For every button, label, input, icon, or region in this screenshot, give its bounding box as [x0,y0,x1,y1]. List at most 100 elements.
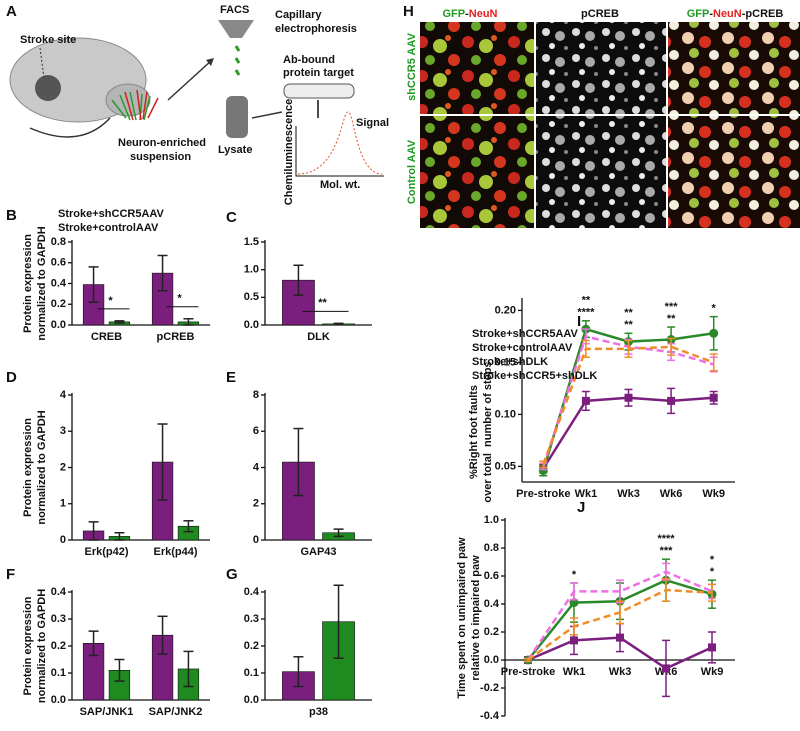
y-tick-label: 0.0 [244,694,259,706]
y-tick-label: 3 [60,425,66,437]
panel-letter: F [6,566,15,583]
panel-letter: I [577,313,581,330]
significance: * [710,566,715,578]
y-tick-label: -0.4 [480,710,500,722]
y-tick-label: 0.2 [51,298,66,310]
significance: ** [582,295,591,307]
y-tick-label: 0 [60,534,66,546]
y-axis-label: %Right foot faults [468,385,480,479]
y-tick-label: 0.1 [244,667,259,679]
marker [709,393,718,402]
legend-entry: Stroke+controlAAV [58,222,159,234]
header-part: - [709,8,713,20]
significance: * [572,569,577,581]
x-tick-label: DLK [307,331,330,343]
neurons [111,89,159,121]
label: Chemiluminescence [283,99,295,205]
significance: ** [667,313,676,325]
y-tick-label: 0.5 [244,291,259,303]
y-tick-label: 4 [60,389,67,401]
y-tick-label: 0.05 [495,460,516,472]
y-tick-label: 1.0 [484,514,499,526]
marker [624,393,633,402]
x-tick-label: SAP/JNK2 [149,706,203,718]
y-tick-label: 0.0 [51,694,66,706]
significance: * [712,303,717,315]
label: FACS [220,4,249,16]
header-part: - [465,8,469,20]
marker [667,396,676,405]
facs-nozzle [218,20,254,38]
header-part: pCREB [745,8,783,20]
y-tick-label: 0.8 [51,236,66,248]
x-tick-label: Erk(p42) [84,546,128,558]
micrograph [420,116,534,228]
label: Stroke site [20,34,76,46]
label: Neuron-enriched [118,137,206,149]
stroke-lesion [35,75,61,101]
y-tick-label: 0.0 [484,654,499,666]
y-tick-label: 0.3 [244,613,259,625]
significance: *** [660,545,674,557]
y-tick-label: 0.3 [51,613,66,625]
column-header: GFP-NeuN-pCREB [687,8,784,20]
y-tick-label: 0.1 [51,667,66,679]
row-label: shCCR5 AAV [406,32,418,101]
header-part: GFP [442,8,465,20]
y-tick-label: 2 [253,498,259,510]
panel-letter: D [6,369,17,386]
legend-entry: Stroke+shCCR5AAV [472,328,579,340]
x-tick-label: Wk9 [702,488,725,500]
pointer [39,47,45,79]
y-axis-label: normalized to GAPDH [36,410,48,524]
arrowhead [206,58,214,66]
panel-letter: G [226,566,238,583]
y-tick-label: 0.2 [51,640,66,652]
x-tick-label: Wk6 [660,488,683,500]
arrow [29,117,111,138]
y-tick-label: 0.4 [244,586,260,598]
x-tick-label: Erk(p44) [153,546,197,558]
header-part: - [742,8,746,20]
x-tick-label: Wk9 [701,666,724,678]
label: Lysate [218,144,252,156]
y-tick-label: 0.4 [484,598,500,610]
significance: * [177,293,182,305]
legend-entry: Stroke+shDLK [472,356,548,368]
y-tick-label: 0.8 [484,542,499,554]
header-part: NeuN [469,8,498,20]
significance: *** [665,301,679,313]
panel-letter: E [226,369,236,386]
legend-entry: Stroke+controlAAV [472,342,573,354]
panel-letter: B [6,207,17,224]
arrow [251,111,283,119]
y-tick-label: 0.0 [51,319,66,331]
label: Capillary [275,9,322,21]
marker [616,633,624,642]
y-tick-label: 0.2 [244,640,259,652]
significance: ** [624,319,633,331]
y-axis-label: Protein expression [22,596,34,695]
marker [538,466,548,476]
significance: **** [577,307,595,319]
micrograph [536,116,666,228]
y-tick-label: -0.2 [480,682,499,694]
x-tick-label: Wk1 [575,488,598,500]
droplets [234,45,241,76]
y-tick-label: 1.0 [244,264,259,276]
y-tick-label: 0.6 [51,257,66,269]
row-label: Control AAV [406,139,418,204]
y-tick-label: 0.20 [495,304,516,316]
x-tick-label: p38 [309,706,328,718]
x-tick-label: pCREB [157,331,195,343]
label: Signal [356,117,389,129]
marker [570,636,578,645]
y-tick-label: 8 [253,389,259,401]
y-tick-label: 1.5 [244,236,259,248]
legend-entry: Stroke+shCCR5AAV [58,208,165,220]
y-tick-label: 0.4 [51,586,67,598]
y-tick-label: 1 [60,498,66,510]
header-part: GFP [687,8,710,20]
panel-letter: C [226,209,237,226]
